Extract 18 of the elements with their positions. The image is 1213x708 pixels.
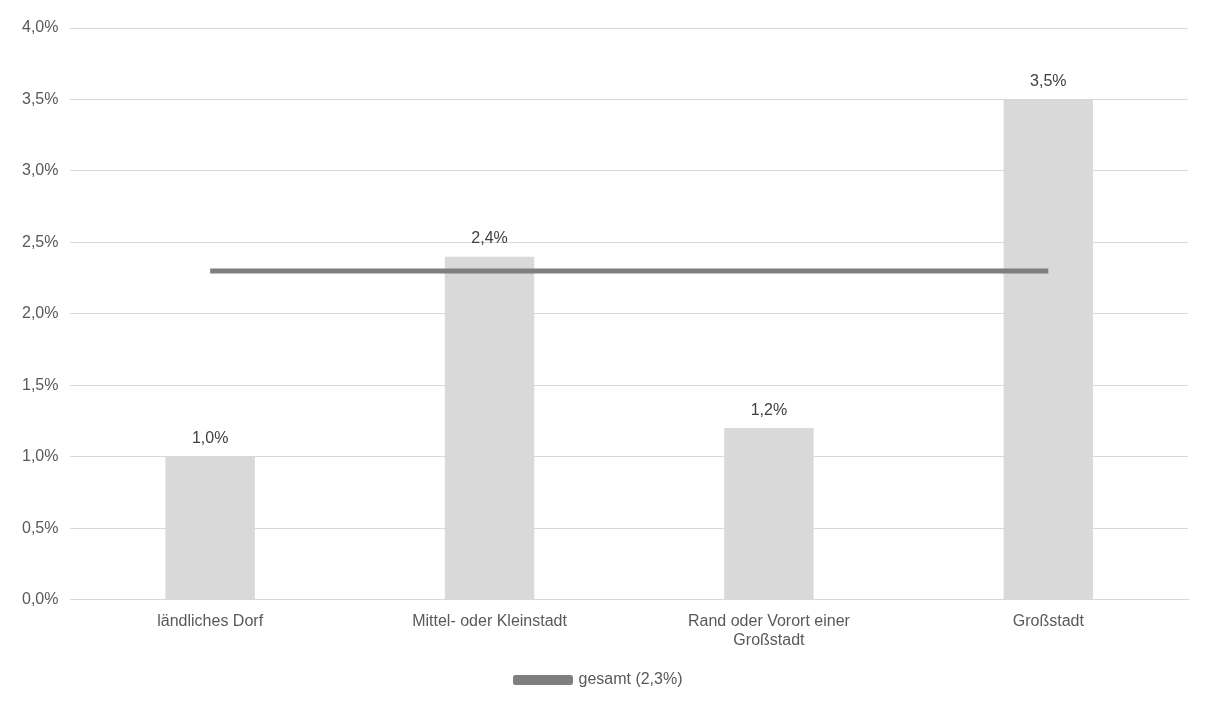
x-tick-label: Rand oder Vorort einer Großstadt [687,611,851,648]
y-tick-label: 3,5% [22,89,59,107]
y-tick-label: 0,0% [22,590,59,608]
y-tick-label: 1,0% [22,447,59,465]
data-label: 1,0% [191,429,229,447]
y-tick-label: 4,0% [22,18,59,36]
y-tick-label: 2,0% [22,304,59,322]
data-label: 3,5% [1030,71,1067,89]
data-label: 1,2% [750,400,788,418]
legend-label: gesamt (2,3%) [578,670,683,688]
x-tick-label: ländliches Dorf [157,611,264,629]
data-label: 2,4% [471,229,508,247]
y-tick-label: 1,5% [22,375,59,393]
x-tick-label: Mittel- oder Kleinstadt [412,611,568,629]
y-tick-label: 2,5% [22,232,59,250]
y-tick-label: 0,5% [22,518,59,536]
x-tick-label: Großstadt [1012,611,1085,629]
y-tick-label: 3,0% [22,161,59,179]
